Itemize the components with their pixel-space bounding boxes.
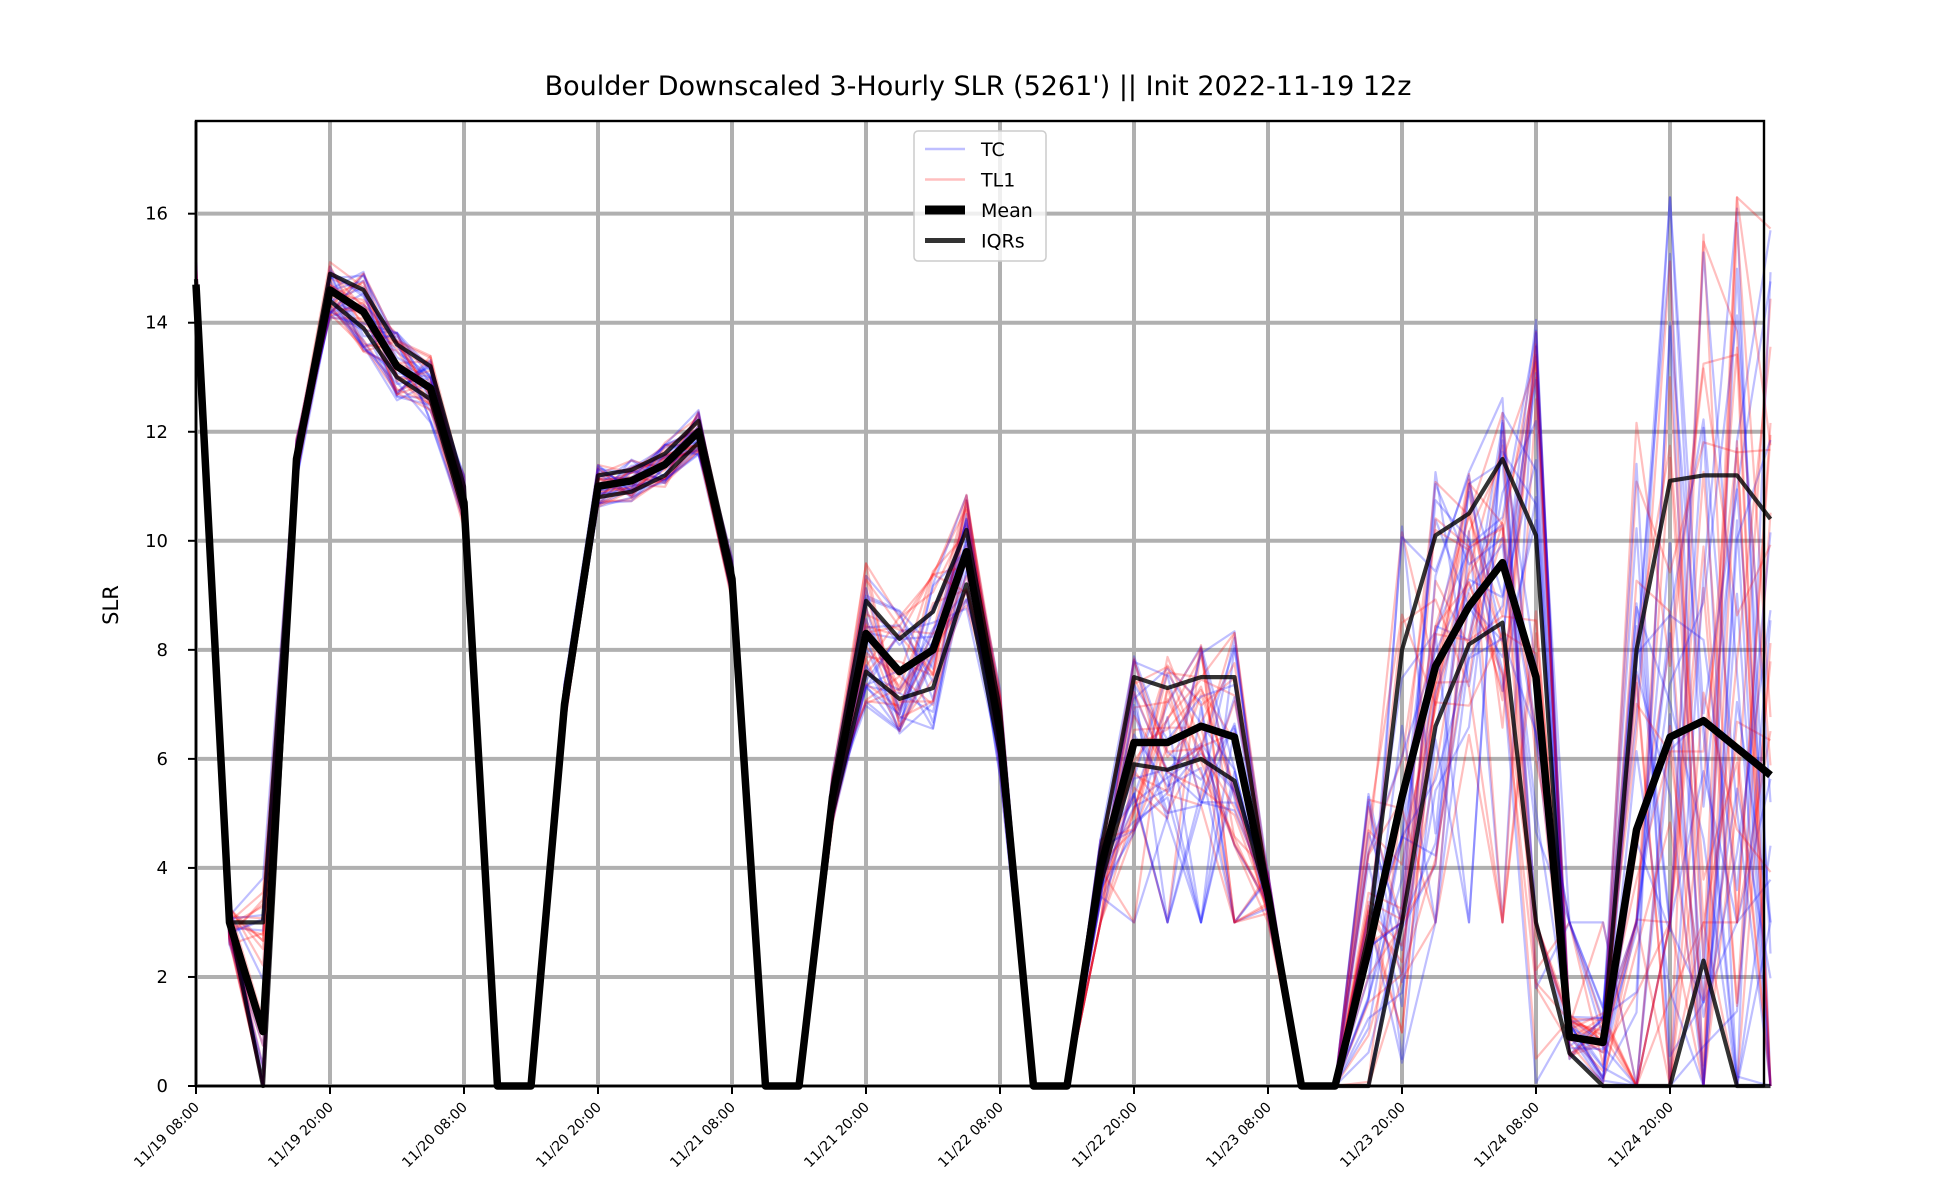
legend-label: IQRs — [981, 231, 1025, 253]
x-tick-label: 11/24 08:00 — [1471, 1100, 1543, 1172]
x-tick-label: 11/22 20:00 — [1069, 1100, 1141, 1172]
x-tick-label: 11/21 08:00 — [667, 1100, 739, 1172]
legend: TC TL1 Mean IQRs — [913, 130, 1047, 262]
y-axis-ticks: 0 2 4 6 8 10 12 14 16 — [145, 204, 196, 1097]
chart-title: Boulder Downscaled 3-Hourly SLR (5261') … — [545, 71, 1412, 102]
x-tick-label: 11/20 08:00 — [399, 1100, 471, 1172]
axes-frame — [194, 119, 1766, 1088]
y-tick-label: 12 — [145, 422, 168, 443]
x-tick-label: 11/20 20:00 — [533, 1100, 605, 1172]
y-tick-label: 14 — [145, 313, 168, 334]
y-tick-label: 10 — [145, 531, 168, 552]
legend-label: TC — [980, 139, 1005, 161]
legend-label: TL1 — [980, 170, 1015, 192]
iqr-upper-line — [193, 271, 1773, 1089]
series-lines — [192, 271, 1773, 1090]
x-tick-label: 11/22 08:00 — [935, 1100, 1007, 1172]
legend-label: Mean — [981, 200, 1033, 222]
legend-box — [913, 130, 1047, 262]
y-tick-label: 2 — [157, 967, 168, 988]
y-tick-label: 0 — [157, 1076, 168, 1097]
y-axis-label: SLR — [99, 585, 123, 625]
x-tick-label: 11/19 08:00 — [131, 1100, 203, 1172]
x-tick-label: 11/23 08:00 — [1203, 1100, 1275, 1172]
mean-line — [192, 284, 1773, 1090]
x-tick-label: 11/24 20:00 — [1605, 1100, 1677, 1172]
y-tick-label: 4 — [157, 858, 168, 879]
y-tick-label: 8 — [157, 640, 168, 661]
x-tick-label: 11/21 20:00 — [801, 1100, 873, 1172]
y-tick-label: 6 — [157, 749, 168, 770]
ensemble-member-line — [194, 281, 1772, 1088]
y-tick-label: 16 — [145, 204, 168, 225]
x-axis-ticks: 11/19 08:00 11/19 20:00 11/20 08:00 11/20 2… — [131, 1086, 1677, 1171]
x-tick-label: 11/19 20:00 — [265, 1100, 337, 1172]
x-tick-label: 11/23 20:00 — [1337, 1100, 1409, 1172]
